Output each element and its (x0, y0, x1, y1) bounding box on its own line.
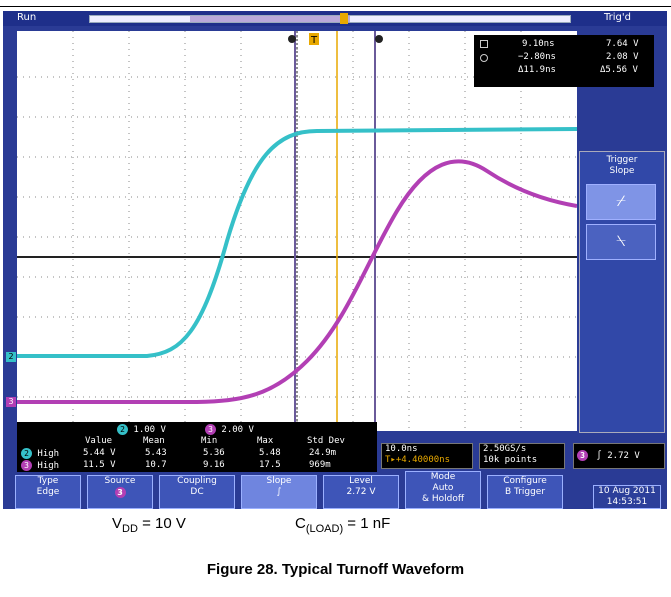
meas-ch2-mean: 5.43 (145, 448, 167, 458)
slope-menu-button[interactable]: Slope ∫ (241, 475, 317, 509)
meas-row-ch2-label: 2 High (21, 448, 59, 459)
meas-header-mean: Mean (143, 436, 165, 446)
trigger-status: Trig'd (604, 12, 631, 23)
graticule-lines (17, 31, 577, 431)
meas-ch3-mean: 10.7 (145, 460, 167, 470)
waveform-graticule: T (17, 31, 577, 431)
acquisition-readout[interactable]: 2.50GS/s 10k points (479, 443, 565, 469)
run-status: Run (17, 12, 37, 23)
date: 10 Aug 2011 (598, 486, 656, 496)
trigger-position-marker (340, 13, 348, 24)
meas-ch3-value: 11.5 V (83, 460, 116, 470)
ch3-waveform (17, 159, 577, 404)
configure-b-trigger-button[interactable]: Configure B Trigger (487, 475, 563, 509)
status-bar: Run Trig'd (3, 11, 667, 26)
rising-slope-button[interactable]: ⌿ (586, 184, 656, 220)
record-window (190, 16, 350, 22)
time: 14:53:51 (606, 497, 648, 507)
falling-edge-icon: ⍀ (616, 231, 626, 250)
level-menu-button[interactable]: Level 2.72 V (323, 475, 399, 509)
meas-ch2-max: 5.48 (259, 448, 281, 458)
cursor-delta-time: Δ11.9ns (518, 65, 556, 75)
cursor-readout: 9.10ns 7.64 V −2.80ns 2.08 V Δ11.9ns Δ5.… (474, 35, 654, 87)
ch2-waveform (17, 127, 577, 358)
meas-header-value: Value (85, 436, 113, 446)
cursor-b-voltage: 2.08 V (606, 52, 639, 62)
cursor-a-indicator (480, 40, 488, 48)
falling-slope-button[interactable]: ⍀ (586, 224, 656, 260)
side-menu-title-line2: Slope (609, 166, 635, 176)
type-menu-button[interactable]: Type Edge (15, 475, 81, 509)
coupling-menu-button[interactable]: Coupling DC (159, 475, 235, 509)
meas-header-stddev: Std Dev (307, 436, 345, 446)
rising-edge-icon: ⌿ (616, 191, 626, 210)
timebase-scale: 10.0ns (385, 444, 418, 454)
cursor-a-voltage: 7.64 V (606, 39, 639, 49)
ch2-scale: 2 1.00 V (117, 424, 166, 435)
trigger-slope-menu: Trigger Slope ⌿ ⍀ (579, 151, 665, 433)
source-menu-button[interactable]: Source 3 (87, 475, 153, 509)
ch2-ground-marker: 2 (6, 352, 16, 362)
vdd-caption: VDD = 10 V (112, 515, 186, 535)
meas-ch2-stddev: 24.9m (309, 448, 337, 458)
date-time-display: 10 Aug 2011 14:53:51 (593, 485, 661, 509)
meas-ch3-stddev: 969m (309, 460, 331, 470)
trigger-delay: T▸+4.40000ns (385, 455, 451, 465)
mode-menu-button[interactable]: Mode Auto & Holdoff (405, 471, 481, 509)
cursor-a-handle (288, 35, 296, 43)
trigger-marker-label: T (310, 35, 318, 46)
meas-row-ch3-label: 3 High (21, 460, 59, 471)
ch3-scale: 3 2.00 V (205, 424, 254, 435)
measurement-panel: 2 1.00 V 3 2.00 V Value Mean Min Max Std… (17, 422, 377, 472)
meas-ch2-min: 5.36 (203, 448, 225, 458)
cursor-b-handle (375, 35, 383, 43)
cursor-delta-voltage: Δ5.56 V (600, 65, 638, 75)
timebase-readout[interactable]: 10.0ns T▸+4.40000ns (381, 443, 473, 469)
meas-ch3-max: 17.5 (259, 460, 281, 470)
trigger-readout-text: 3 ∫ 2.72 V (574, 444, 664, 462)
meas-ch3-min: 9.16 (203, 460, 225, 470)
oscilloscope-screen: Run Trig'd T 2 3 9.10ns 7.64 V −2.80ns 2… (3, 11, 667, 509)
meas-header-min: Min (201, 436, 218, 446)
record-length: 10k points (483, 455, 538, 465)
ch3-ground-marker: 3 (6, 397, 16, 407)
cursor-b-time: −2.80ns (518, 52, 556, 62)
sample-rate: 2.50GS/s (483, 444, 527, 454)
meas-header-max: Max (257, 436, 274, 446)
cursor-a-time: 9.10ns (522, 39, 555, 49)
meas-ch2-value: 5.44 V (83, 448, 116, 458)
trigger-readout[interactable]: 3 ∫ 2.72 V (573, 443, 665, 469)
trigger-marker (309, 33, 319, 45)
figure-title: Figure 28. Typical Turnoff Waveform (206, 561, 465, 578)
cursor-b-indicator (480, 54, 488, 62)
side-menu-title-line1: Trigger (606, 155, 638, 165)
record-bar[interactable] (89, 13, 571, 24)
cload-caption: C(LOAD) = 1 nF (295, 515, 391, 535)
top-rule (0, 6, 671, 7)
